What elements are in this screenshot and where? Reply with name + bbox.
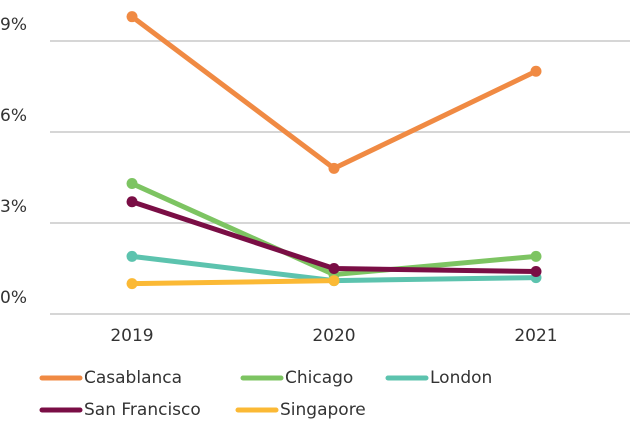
data-point <box>328 275 340 287</box>
legend-label: London <box>430 368 492 388</box>
x-tick-label: 2020 <box>312 326 355 346</box>
series-line <box>130 181 537 278</box>
data-point <box>126 178 138 190</box>
data-point <box>126 250 138 262</box>
data-point <box>530 65 542 77</box>
data-point <box>126 278 138 290</box>
x-tick-label: 2021 <box>514 326 557 346</box>
legend-label: Casablanca <box>84 368 182 388</box>
data-point <box>328 262 340 274</box>
legend-label: San Francisco <box>84 400 201 420</box>
series-line <box>130 14 538 171</box>
data-point <box>530 250 542 262</box>
data-point <box>328 162 340 174</box>
y-tick-label: 0% <box>0 288 27 308</box>
y-tick-label: 9% <box>0 15 27 35</box>
data-point <box>126 196 138 208</box>
y-tick-label: 3% <box>0 197 27 217</box>
data-point <box>530 266 542 278</box>
series-line <box>131 278 335 287</box>
data-point <box>126 11 138 23</box>
legend-label: Singapore <box>280 400 366 420</box>
legend-label: Chicago <box>285 368 353 388</box>
y-tick-label: 6% <box>0 106 27 126</box>
x-tick-label: 2019 <box>110 326 153 346</box>
